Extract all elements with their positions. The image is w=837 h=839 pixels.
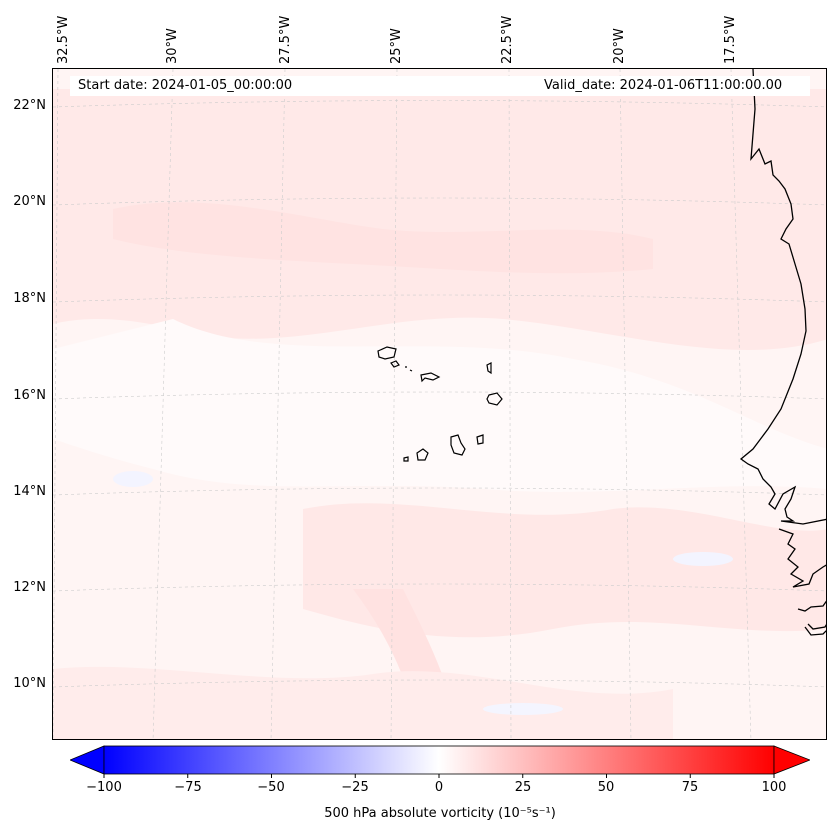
lat-label-20n: 20°N xyxy=(13,194,46,209)
vorticity-field xyxy=(53,69,826,739)
negative-vorticity-patch xyxy=(113,471,153,487)
lon-label-20w: 20°W xyxy=(612,28,627,64)
island-santiago xyxy=(450,434,466,456)
lon-label-27-5w: 27.5°W xyxy=(278,15,293,64)
graticule xyxy=(53,69,826,739)
island-maio xyxy=(476,434,484,445)
vorticity-patch-north xyxy=(113,202,653,274)
colorbar-tick-label: 25 xyxy=(514,780,532,795)
island-fogo xyxy=(416,448,429,461)
colorbar-tick-label: −25 xyxy=(341,780,369,795)
lat-label-16n: 16°N xyxy=(13,388,46,403)
island-sao-vicente xyxy=(390,360,400,368)
colorbar-tick-label: −75 xyxy=(174,780,202,795)
coastline-guinea-bissau xyxy=(778,528,826,588)
colorbar-tick-label: 100 xyxy=(761,780,787,795)
colorbar-tick-label: 0 xyxy=(434,780,444,795)
lon-label-32-5w: 32.5°W xyxy=(56,15,71,64)
lon-label-30w: 30°W xyxy=(165,28,180,64)
meridian xyxy=(152,69,174,739)
parallel xyxy=(53,197,826,206)
vorticity-calm-zone xyxy=(53,319,826,492)
lat-label-12n: 12°N xyxy=(13,580,46,595)
meridian xyxy=(508,69,512,739)
colorbar xyxy=(70,745,810,778)
parallel xyxy=(53,487,826,496)
negative-vorticity-patch xyxy=(483,703,563,715)
vorticity-band-south xyxy=(303,503,826,638)
lat-label-22n: 22°N xyxy=(13,98,46,113)
island-brava xyxy=(403,456,409,462)
header-band xyxy=(70,76,810,96)
colorbar-max-arrow xyxy=(773,745,810,775)
colorbar-tick-label: 50 xyxy=(597,780,615,795)
lon-label-17-5w: 17.5°W xyxy=(723,15,738,64)
lat-label-10n: 10°N xyxy=(13,676,46,691)
island-sao-nicolau xyxy=(420,372,441,383)
lon-label-25w: 25°W xyxy=(389,28,404,64)
island-santo-antao xyxy=(377,346,397,360)
lon-label-22-5w: 22.5°W xyxy=(500,15,515,64)
valid-date-label: Valid_date: 2024-01-06T11:00:00.00 xyxy=(544,78,783,93)
parallel xyxy=(53,391,826,400)
cape-verde-islands xyxy=(377,346,503,462)
coastline-mauritania-senegal xyxy=(739,69,826,525)
meridian xyxy=(270,69,286,739)
colorbar-tick-label: 75 xyxy=(681,780,699,795)
vorticity-band-north xyxy=(53,89,826,350)
colorbar-min-arrow xyxy=(70,745,105,775)
parallel xyxy=(53,583,826,592)
island-sal xyxy=(486,362,492,375)
parallel xyxy=(53,100,826,108)
map-panel[interactable] xyxy=(52,68,827,740)
meridian xyxy=(390,69,398,739)
colorbar-gradient xyxy=(103,745,775,775)
vorticity-band-far-south xyxy=(53,666,673,739)
start-date-label: Start date: 2024-01-05_00:00:00 xyxy=(78,78,293,93)
parallel xyxy=(53,294,826,303)
island-boa-vista xyxy=(486,392,503,406)
meridian xyxy=(53,69,59,739)
parallel xyxy=(53,679,826,688)
lat-label-18n: 18°N xyxy=(13,291,46,306)
island-islets xyxy=(405,366,413,372)
colorbar-tick-label: −50 xyxy=(257,780,285,795)
coastline-bijagos xyxy=(797,600,826,636)
colorbar-tick-marks xyxy=(103,774,775,778)
meridian xyxy=(730,69,752,739)
negative-vorticity-patch xyxy=(673,552,733,566)
meridian xyxy=(619,69,632,739)
colorbar-tick-label: −100 xyxy=(86,780,122,795)
colorbar-title: 500 hPa absolute vorticity (10⁻⁵s⁻¹) xyxy=(324,806,556,821)
lat-label-14n: 14°N xyxy=(13,484,46,499)
